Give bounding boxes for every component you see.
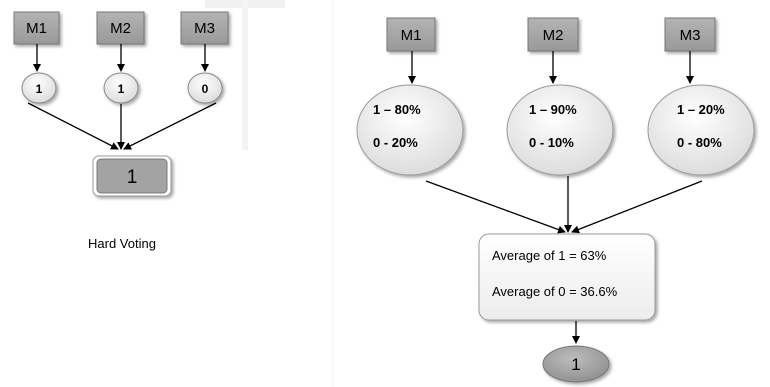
prediction-value: 0 (202, 82, 209, 96)
watermark-stem (242, 0, 248, 150)
probability-zero: 0 - 20% (373, 135, 418, 150)
arrow (571, 180, 703, 234)
arrow (27, 102, 119, 150)
hard-prediction-3: 0 (187, 72, 223, 104)
hard-model-label: M2 (110, 20, 131, 37)
probability-zero: 0 - 80% (677, 135, 722, 150)
hard-model-m3: M3 (180, 11, 229, 45)
soft-model-label: M1 (401, 27, 422, 44)
soft-probability-m1: 1 – 80% 0 - 20% (356, 84, 464, 176)
hard-model-m1: M1 (13, 11, 60, 45)
average-one: Average of 1 = 63% (492, 248, 607, 263)
hard-prediction-1: 1 (21, 72, 57, 104)
soft-model-m3: M3 (664, 17, 716, 52)
hard-model-label: M3 (194, 20, 215, 37)
average-box: Average of 1 = 63% Average of 0 = 36.6% (478, 233, 656, 321)
soft-result-oval: 1 (542, 345, 610, 383)
soft-model-m2: M2 (527, 17, 579, 52)
average-zero: Average of 0 = 36.6% (492, 284, 618, 299)
hard-voting-caption: Hard Voting (88, 236, 156, 251)
prediction-value: 1 (36, 82, 43, 96)
prediction-value: 1 (118, 82, 125, 96)
hard-model-m2: M2 (96, 11, 145, 45)
soft-model-label: M2 (543, 27, 564, 44)
soft-model-m1: M1 (386, 17, 436, 52)
hard-prediction-2: 1 (103, 72, 139, 104)
probability-one: 1 – 90% (529, 102, 577, 117)
arrow (123, 102, 217, 150)
soft-voting-panel: M1 M2 M3 1 – 80% 0 - 20% 1 – 90% 0 - 10%… (356, 17, 755, 383)
probability-zero: 0 - 10% (529, 135, 574, 150)
soft-probability-m2: 1 – 90% 0 - 10% (506, 84, 614, 176)
soft-result-value: 1 (571, 355, 580, 374)
soft-model-label: M3 (680, 27, 701, 44)
soft-probability-m3: 1 – 20% 0 - 80% (647, 84, 755, 176)
hard-result-value: 1 (127, 167, 138, 188)
hard-result-box: 1 (92, 155, 172, 197)
hard-model-label: M1 (26, 20, 47, 37)
probability-one: 1 – 80% (373, 102, 421, 117)
arrow (425, 180, 566, 234)
probability-one: 1 – 20% (677, 102, 725, 117)
hard-voting-panel: M1 M2 M3 1 1 0 (13, 11, 229, 251)
